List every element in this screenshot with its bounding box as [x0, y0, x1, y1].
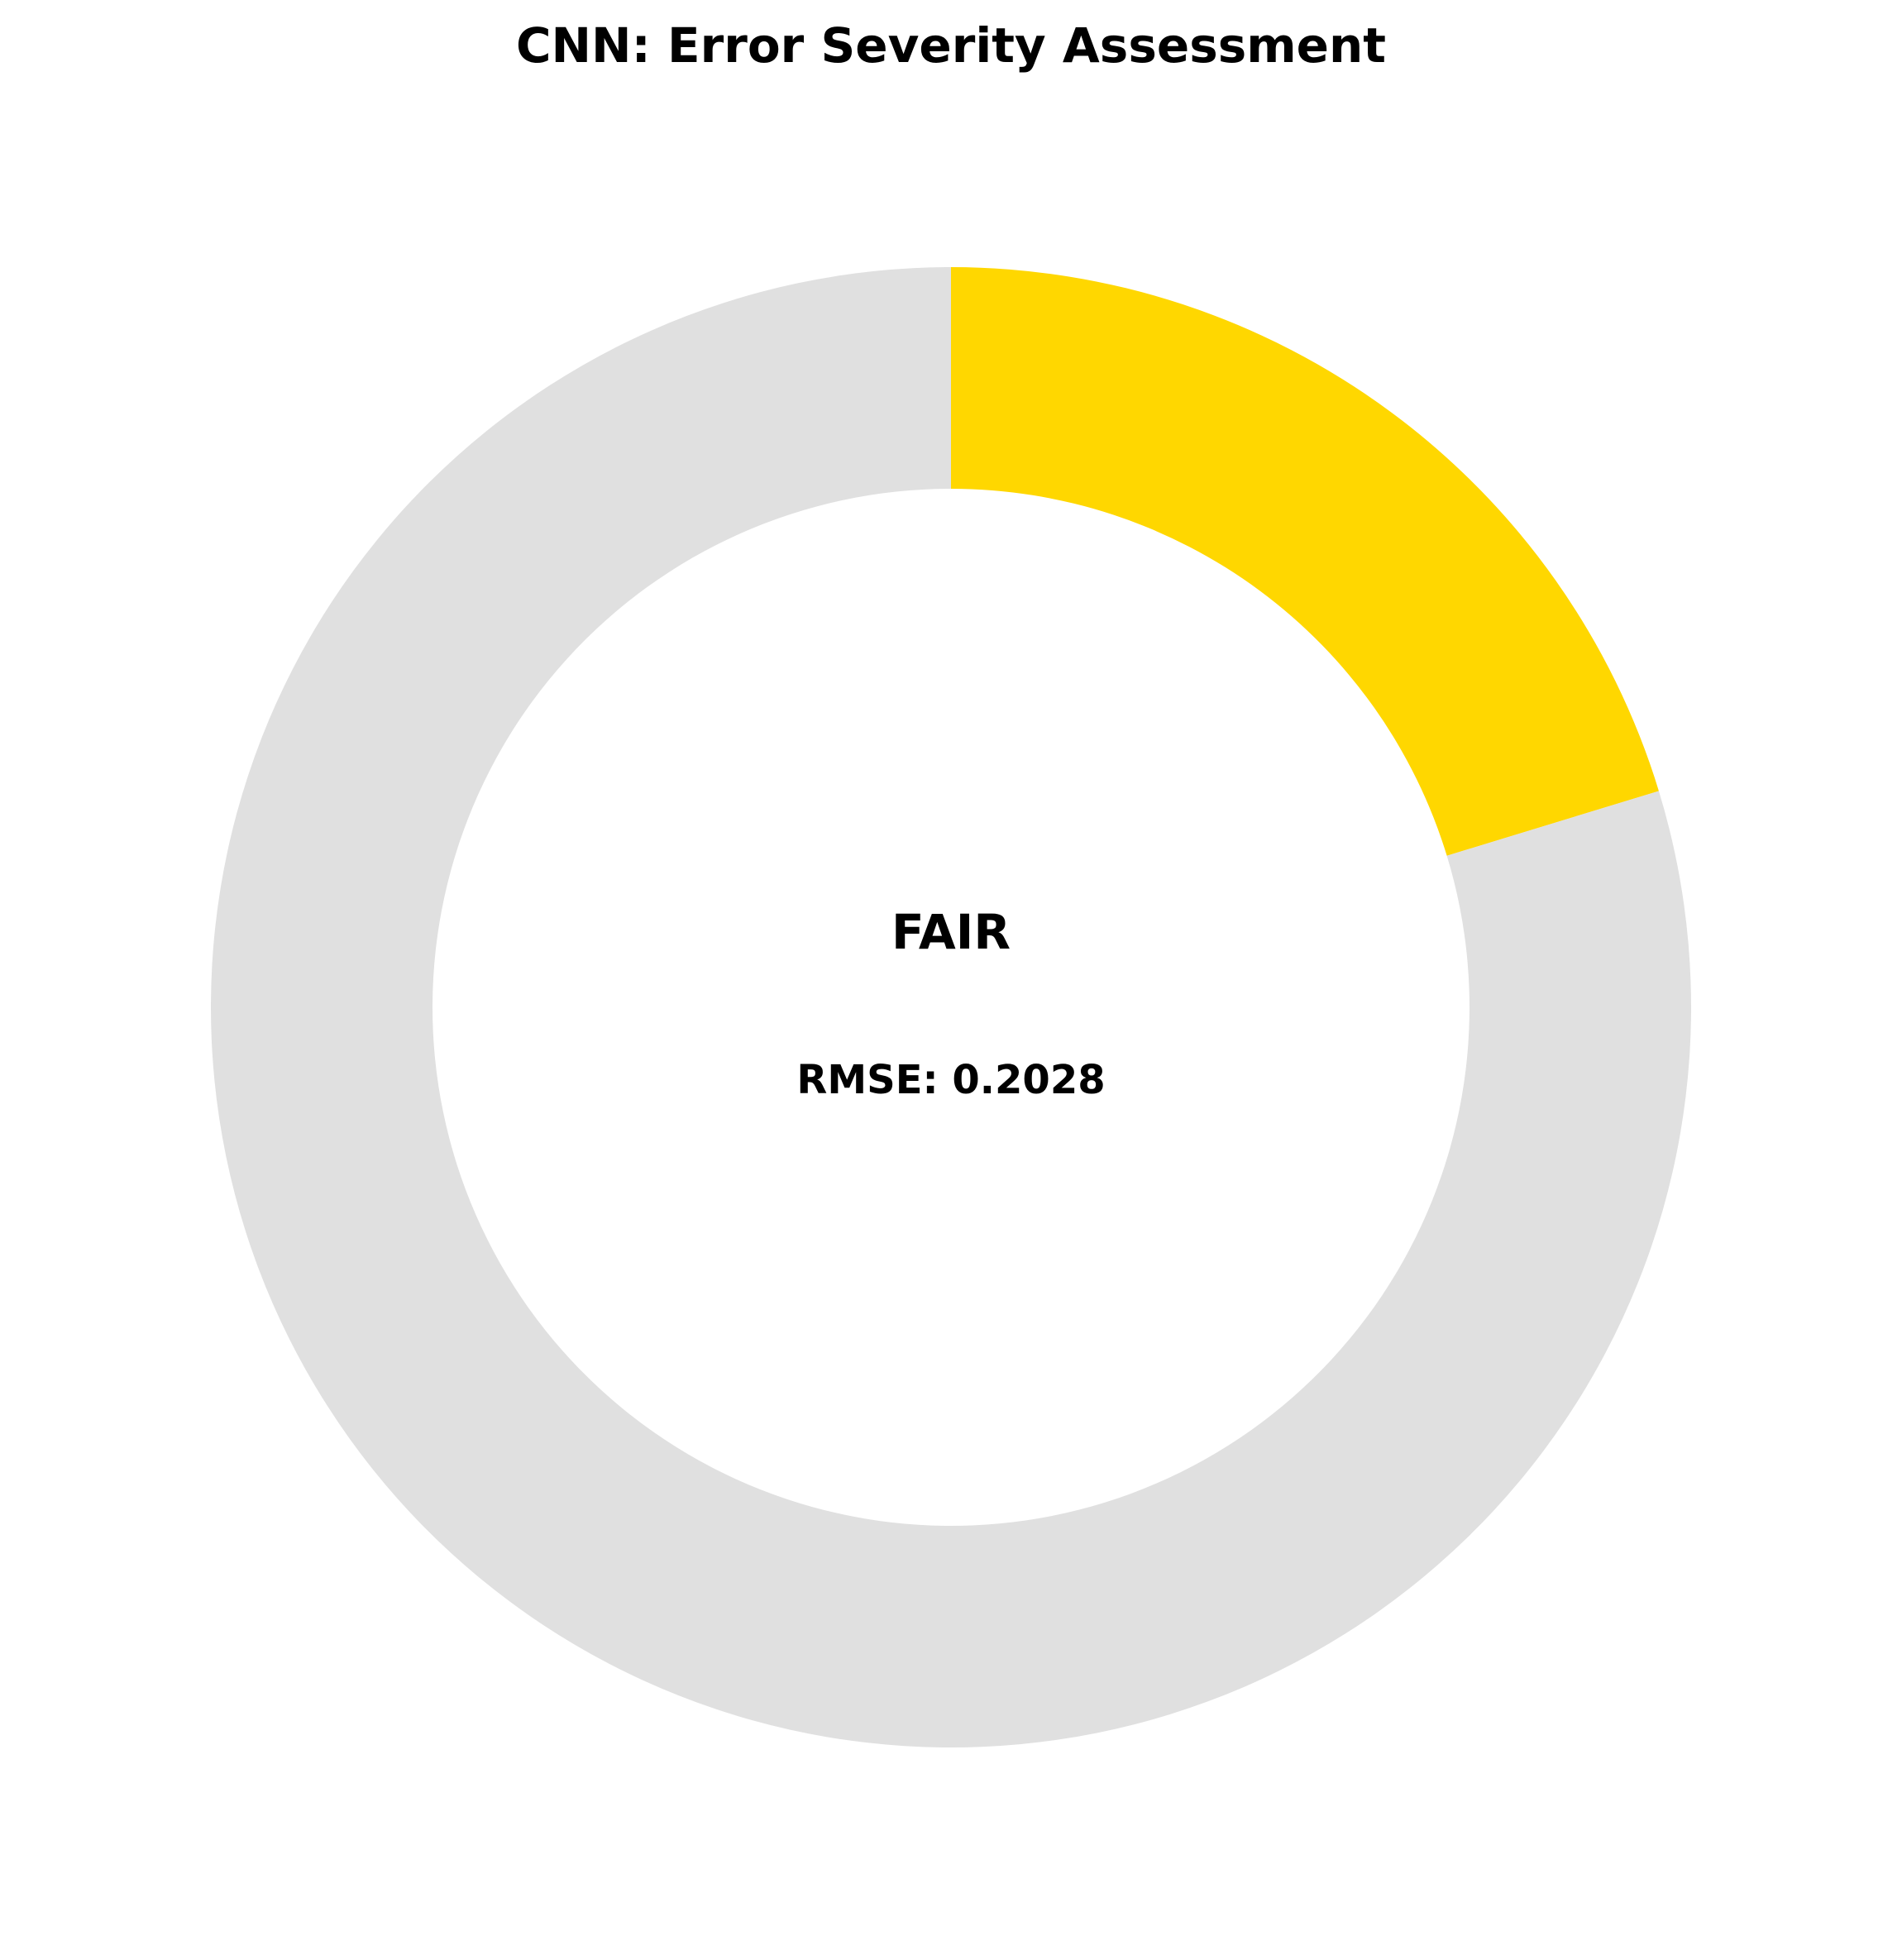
donut-slice-remainder — [210, 267, 1691, 1747]
donut-slices — [210, 267, 1691, 1747]
rmse-label: RMSE: 0.2028 — [796, 1057, 1105, 1103]
chart-title: CNN: Error Severity Assessment — [516, 17, 1386, 74]
severity-label: FAIR — [891, 904, 1011, 960]
donut-slice-value — [951, 267, 1659, 856]
